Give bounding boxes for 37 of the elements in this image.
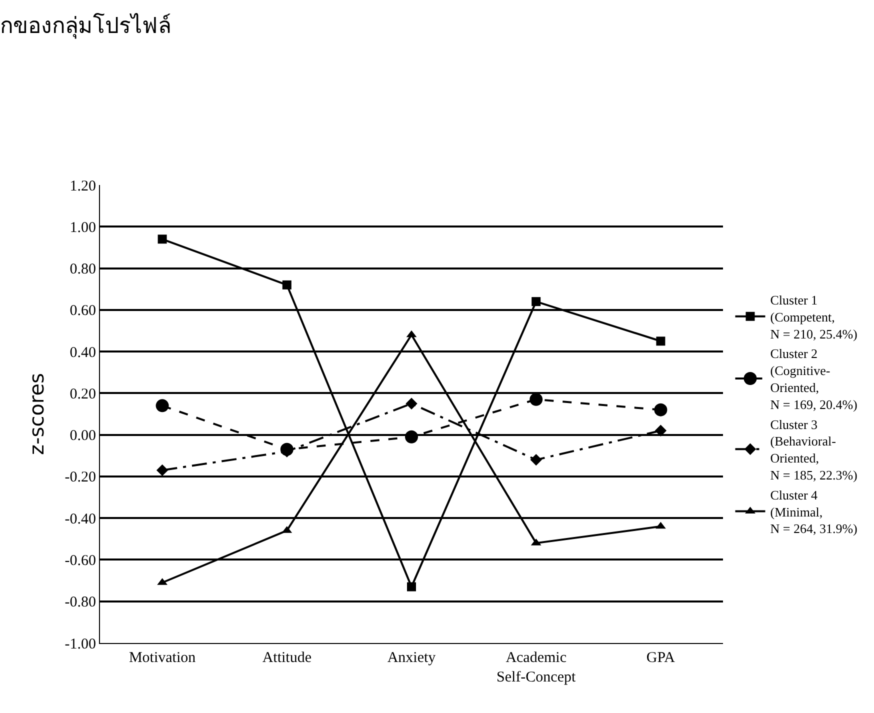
x-tick-label: Anxiety bbox=[387, 650, 436, 666]
x-tick-label: Motivation bbox=[128, 650, 196, 666]
x-tick-label: GPA bbox=[646, 650, 676, 666]
point bbox=[156, 399, 169, 412]
point bbox=[654, 424, 667, 436]
point bbox=[282, 280, 292, 290]
legend-label: Cluster 2 (Cognitive- Oriented, N = 169, 20.4%) bbox=[770, 346, 858, 412]
y-tick-label: 0.40 bbox=[70, 344, 96, 361]
y-axis-title: z-scores bbox=[24, 373, 48, 455]
point bbox=[405, 430, 418, 444]
chart-title: กของกลุ่มโปรไฟล์ bbox=[0, 13, 171, 40]
point bbox=[532, 297, 541, 306]
y-tick-label: -0.20 bbox=[64, 470, 96, 486]
y-tick-label: -1.00 bbox=[64, 636, 96, 652]
y-tick-label: 1.00 bbox=[70, 220, 96, 236]
y-tick-label: 0.60 bbox=[70, 303, 96, 320]
y-tick-label: 0.20 bbox=[70, 386, 96, 402]
point bbox=[158, 234, 167, 244]
y-tick-label: 0.80 bbox=[70, 262, 96, 278]
point bbox=[156, 464, 168, 476]
x-tick-label: Attitude bbox=[262, 650, 312, 666]
point bbox=[406, 398, 418, 410]
point bbox=[656, 522, 666, 529]
y-tick-label: -0.60 bbox=[64, 552, 96, 569]
point bbox=[530, 392, 543, 406]
y-tick-label: 0.00 bbox=[70, 428, 96, 444]
point bbox=[530, 454, 542, 466]
legend-label: Cluster 1 (Competent, N = 210, 25.4%) bbox=[770, 292, 858, 342]
legend-label: Cluster 4 (Minimal, N = 264, 31.9%) bbox=[770, 487, 858, 536]
y-tick-label: -0.40 bbox=[64, 511, 96, 528]
x-tick-label: Academic Self-Concept bbox=[496, 650, 576, 686]
legend-label: Cluster 3 (Behavioral- Oriented, N = 185, 22.3%) bbox=[770, 416, 858, 483]
point bbox=[654, 403, 668, 416]
point bbox=[656, 336, 666, 346]
point bbox=[407, 582, 416, 592]
y-tick-label: -0.80 bbox=[64, 594, 96, 611]
y-tick-label: 1.20 bbox=[70, 178, 96, 194]
